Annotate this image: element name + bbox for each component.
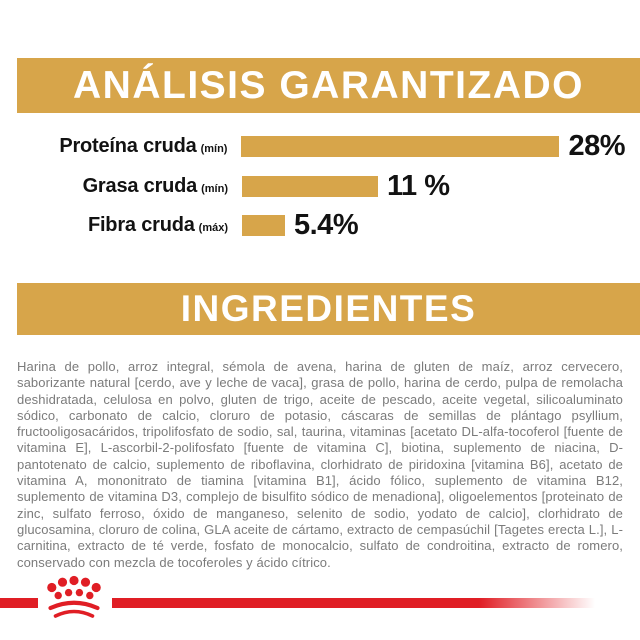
nutrient-label: Fibra cruda (máx) <box>17 214 228 237</box>
nutrient-qualifier: (máx) <box>198 222 228 235</box>
nutrient-bar <box>242 215 285 237</box>
ingredients-header-band: INGREDIENTES <box>17 283 640 335</box>
chart-row: Proteína cruda (mín) 28% <box>17 127 625 167</box>
ingredients-paragraph: Harina de pollo, arroz integral, sémola … <box>17 359 623 570</box>
nutrient-bar <box>242 175 378 197</box>
nutrient-label: Grasa cruda (mín) <box>17 175 228 198</box>
nutrient-label: Proteína cruda (mín) <box>17 135 227 158</box>
nutrient-qualifier: (mín) <box>200 143 228 156</box>
guaranteed-analysis-chart: Proteína cruda (mín) 28% Grasa cruda (mí… <box>17 127 625 246</box>
chart-row: Fibra cruda (máx) 5.4% <box>17 206 625 246</box>
nutrient-bar <box>241 136 560 158</box>
nutrient-name: Fibra cruda <box>87 214 195 237</box>
footer-red-line-right <box>112 598 595 608</box>
nutrient-name: Grasa cruda <box>82 174 198 197</box>
nutrient-name: Proteína cruda <box>59 135 197 158</box>
nutrient-value: 11 % <box>387 169 450 202</box>
nutrient-value: 28% <box>568 130 625 163</box>
royal-canin-crown-logo <box>47 575 101 618</box>
chart-row: Grasa cruda (mín) 11 % <box>17 167 625 207</box>
nutrient-qualifier: (mín) <box>201 182 228 195</box>
analysis-title: ANÁLISIS GARANTIZADO <box>73 63 584 107</box>
analysis-header-band: ANÁLISIS GARANTIZADO <box>17 58 640 113</box>
ingredients-title: INGREDIENTES <box>180 288 477 329</box>
nutrient-value: 5.4% <box>294 209 359 242</box>
footer-red-line-left <box>0 598 38 608</box>
